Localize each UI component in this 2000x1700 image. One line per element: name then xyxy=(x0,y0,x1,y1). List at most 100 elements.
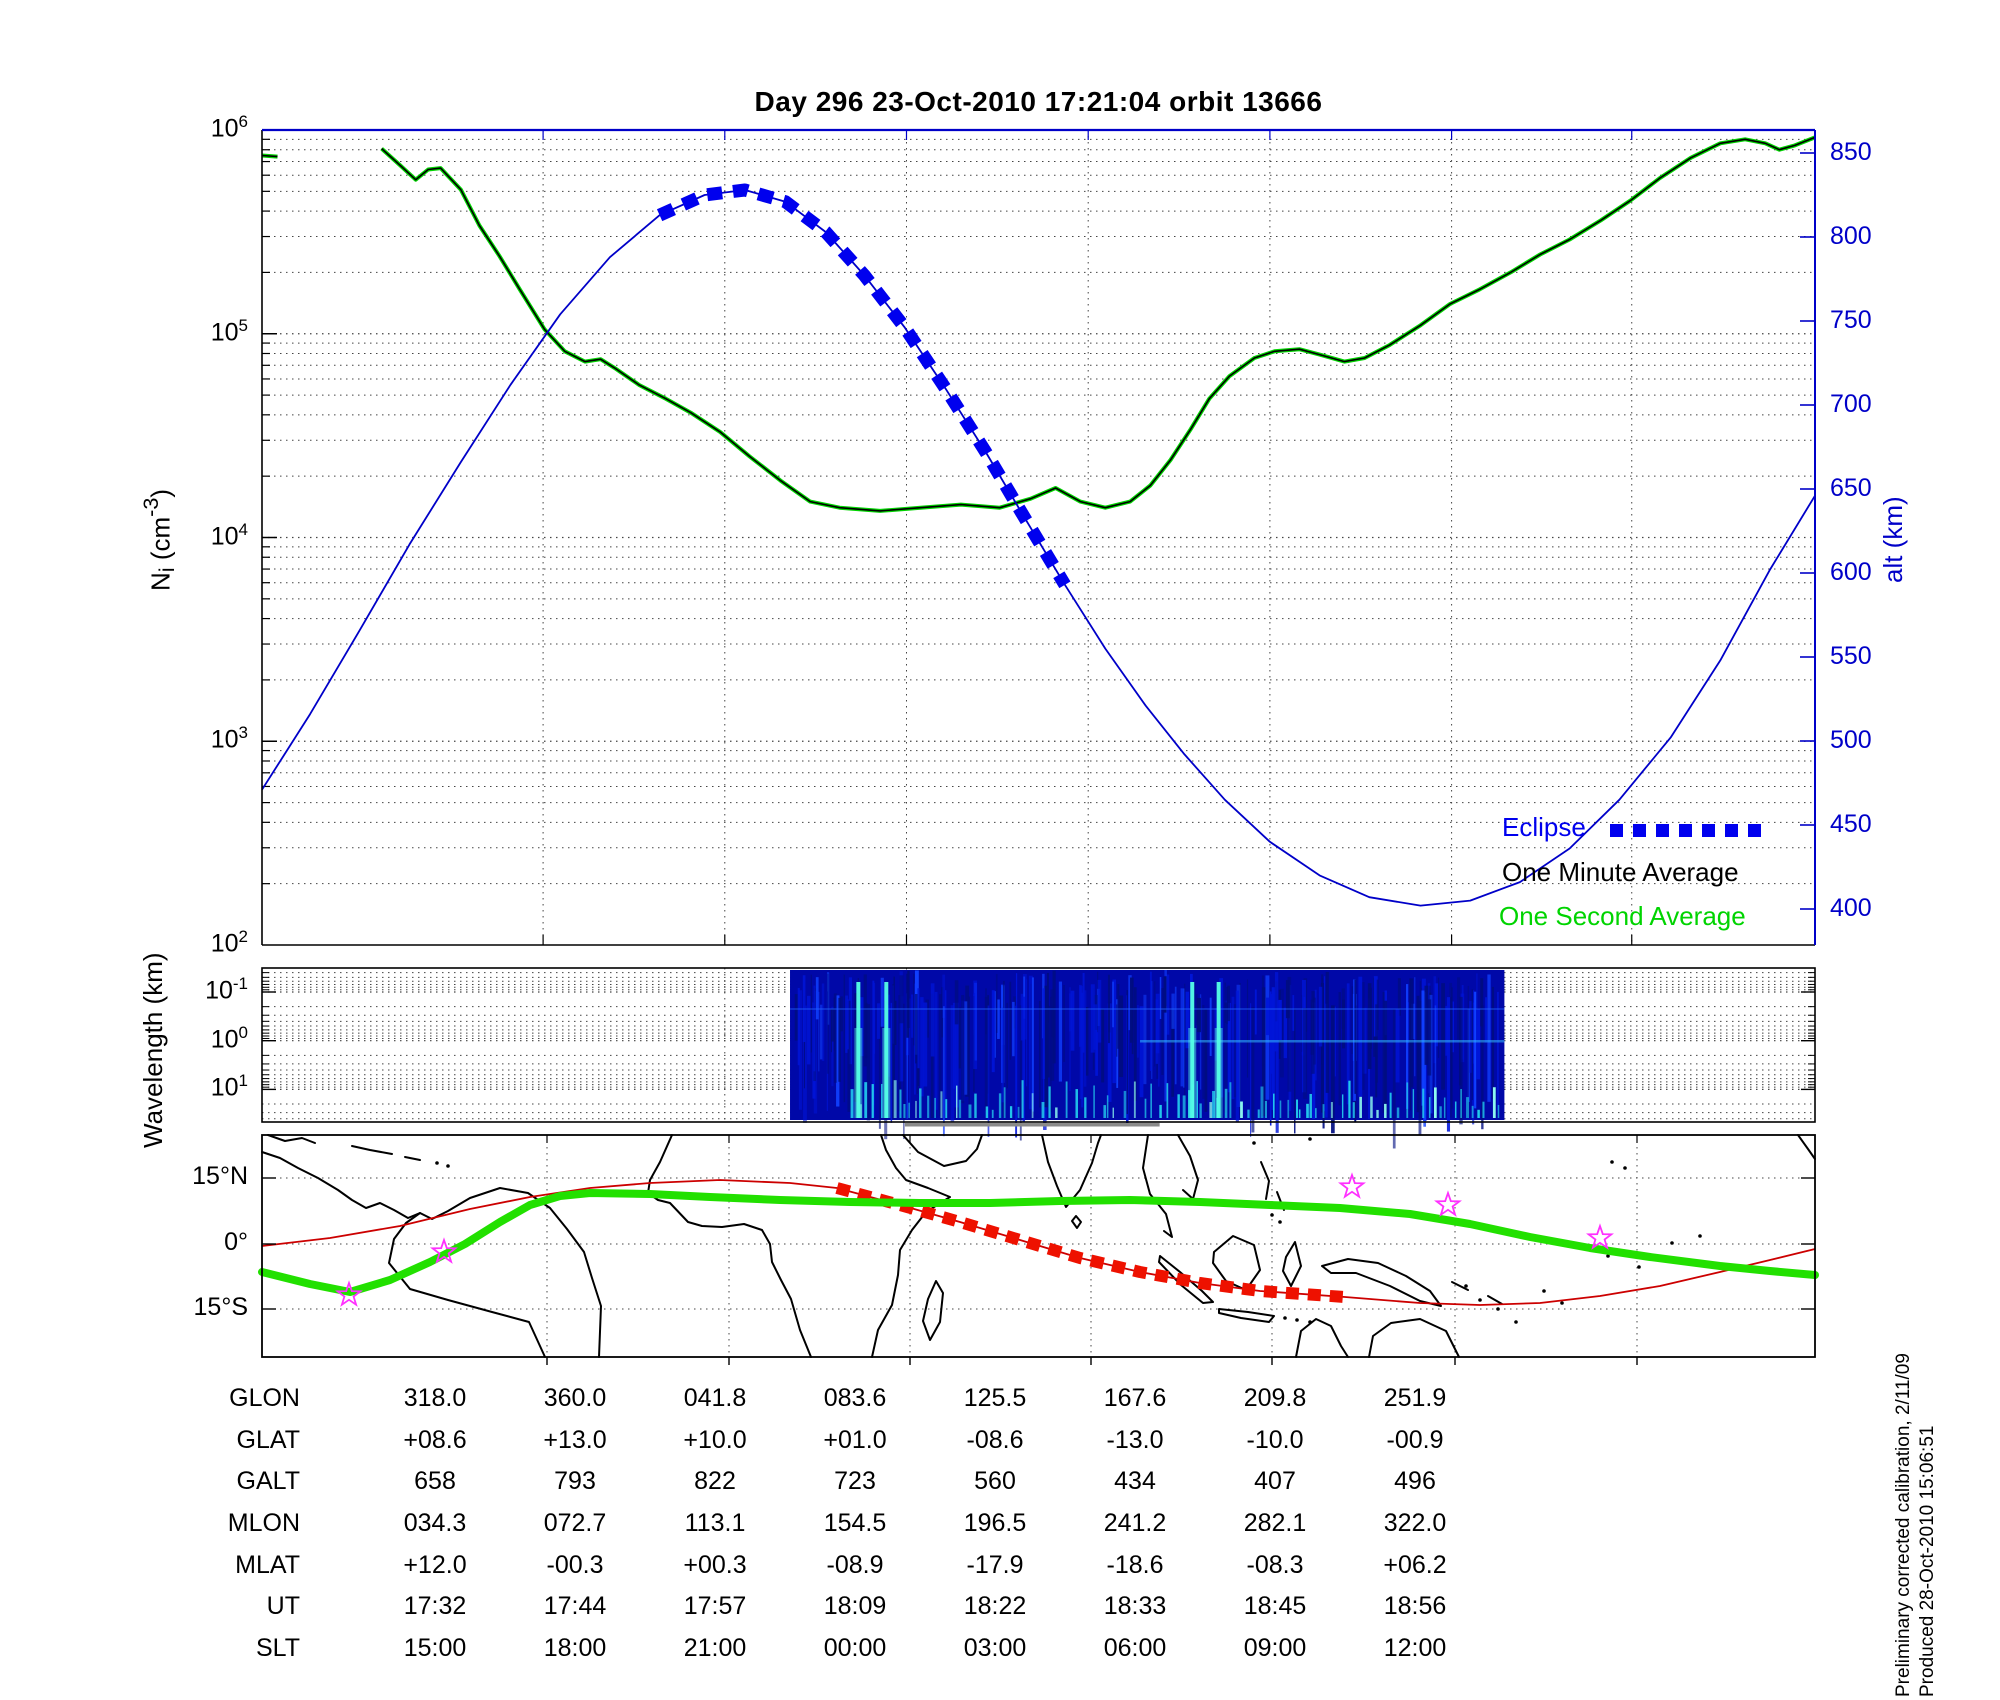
wavelength-tick-label: 100 xyxy=(178,1023,248,1054)
table-cell-glat-3: +01.0 xyxy=(823,1426,887,1454)
table-cell-galt-3: 723 xyxy=(834,1467,876,1495)
table-cell-glat-2: +10.0 xyxy=(683,1426,747,1454)
density-tick-label: 103 xyxy=(178,723,248,754)
table-cell-mlat-4: -17.9 xyxy=(966,1551,1024,1579)
tick-base: 10 xyxy=(210,1073,239,1102)
density-axis-title: Ni (cm-3) xyxy=(138,488,179,592)
tick-exponent: 3 xyxy=(238,723,248,743)
legend-eclipse-swatch xyxy=(1610,824,1762,837)
table-cell-ut-1: 17:44 xyxy=(543,1592,607,1620)
legend-eclipse-label: Eclipse xyxy=(1502,812,1586,842)
legend-minute-avg-label: One Minute Average xyxy=(1502,857,1739,887)
density-axis-sup: -3 xyxy=(138,497,163,517)
page-title: Day 296 23-Oct-2010 17:21:04 orbit 13666 xyxy=(754,86,1323,117)
tick-base: 10 xyxy=(210,725,239,754)
tick-exponent: 4 xyxy=(238,519,248,539)
wavelength-tick-label: 101 xyxy=(178,1071,248,1102)
altitude-tick-label: 700 xyxy=(1830,390,1872,418)
table-cell-slt-5: 06:00 xyxy=(1103,1634,1167,1662)
table-cell-mlon-6: 282.1 xyxy=(1243,1509,1307,1537)
table-row-label-galt: GALT xyxy=(236,1467,300,1495)
event-star-marker xyxy=(1434,1190,1462,1217)
density-tick-label: 105 xyxy=(178,316,248,347)
table-cell-glat-0: +08.6 xyxy=(403,1426,467,1454)
altitude-tick-label: 650 xyxy=(1830,474,1872,502)
altitude-tick-label: 400 xyxy=(1830,894,1872,922)
spectrogram-major-streak xyxy=(884,982,889,1118)
event-star-marker xyxy=(335,1280,363,1307)
table-cell-slt-1: 18:00 xyxy=(543,1634,607,1662)
tick-exponent: 5 xyxy=(238,315,248,335)
table-cell-mlon-4: 196.5 xyxy=(963,1509,1027,1537)
table-cell-galt-1: 793 xyxy=(554,1467,596,1495)
table-cell-slt-6: 09:00 xyxy=(1243,1634,1307,1662)
spectrogram-noise xyxy=(790,970,1505,1149)
table-cell-glon-1: 360.0 xyxy=(543,1384,607,1412)
table-cell-glat-5: -13.0 xyxy=(1106,1426,1164,1454)
table-cell-glat-6: -10.0 xyxy=(1246,1426,1304,1454)
map-lat-tick-label: 0° xyxy=(224,1228,248,1256)
table-cell-galt-7: 496 xyxy=(1394,1467,1436,1495)
table-cell-glat-7: -00.9 xyxy=(1386,1426,1444,1454)
table-row-label-glat: GLAT xyxy=(236,1426,300,1454)
table-row-label-mlon: MLON xyxy=(227,1509,300,1537)
map-eclipse-dashed-segment xyxy=(835,1182,1346,1303)
event-star-marker xyxy=(1338,1172,1366,1199)
table-cell-mlat-7: +06.2 xyxy=(1383,1551,1447,1579)
table-cell-mlat-1: -00.3 xyxy=(546,1551,604,1579)
spectrogram-major-streak xyxy=(1190,982,1195,1118)
table-row-label-ut: UT xyxy=(266,1592,300,1620)
table-cell-mlat-0: +12.0 xyxy=(403,1551,467,1579)
sidebar-produced-note: Produced 28-Oct-2010 15:06:51 xyxy=(1917,1425,1938,1697)
altitude-tick-label: 750 xyxy=(1830,306,1872,334)
table-cell-glon-2: 041.8 xyxy=(683,1384,747,1412)
map-lat-tick-label: 15°N xyxy=(192,1162,248,1190)
middle-panel-border xyxy=(261,967,1816,1123)
tick-exponent: 0 xyxy=(238,1022,248,1042)
table-row-label-mlat: MLAT xyxy=(235,1551,300,1579)
table-cell-glon-0: 318.0 xyxy=(403,1384,467,1412)
tick-exponent: 6 xyxy=(238,112,248,131)
table-row-label-glon: GLON xyxy=(229,1384,300,1412)
table-cell-mlon-5: 241.2 xyxy=(1103,1509,1167,1537)
table-cell-ut-3: 18:09 xyxy=(823,1592,887,1620)
map-lat-tick-label: 15°S xyxy=(193,1293,248,1321)
table-cell-slt-4: 03:00 xyxy=(963,1634,1027,1662)
density-axis-sub: i xyxy=(153,567,179,573)
table-cell-mlat-5: -18.6 xyxy=(1106,1551,1164,1579)
density-altitude-panel xyxy=(261,128,1816,946)
eclipse-dashed-curve xyxy=(656,183,1071,589)
table-cell-glat-1: +13.0 xyxy=(543,1426,607,1454)
altitude-tick-label: 600 xyxy=(1830,558,1872,586)
table-cell-mlat-3: -08.9 xyxy=(826,1551,884,1579)
density-tick-label: 106 xyxy=(178,112,248,143)
legend-second-avg-label: One Second Average xyxy=(1499,901,1746,931)
table-cell-slt-3: 00:00 xyxy=(823,1634,887,1662)
tick-exponent: 2 xyxy=(238,927,248,946)
table-cell-glon-6: 209.8 xyxy=(1243,1384,1307,1412)
table-cell-mlon-7: 322.0 xyxy=(1383,1509,1447,1537)
map-panel-border xyxy=(261,1134,1816,1358)
table-cell-ut-2: 17:57 xyxy=(683,1592,747,1620)
table-cell-mlon-2: 113.1 xyxy=(684,1509,746,1537)
density-tick-label: 104 xyxy=(178,520,248,551)
table-cell-glon-3: 083.6 xyxy=(823,1384,887,1412)
spectrogram-major-streak xyxy=(856,982,861,1118)
table-cell-mlat-2: +00.3 xyxy=(683,1551,747,1579)
burst-indicator-bar xyxy=(904,1123,1160,1127)
one-second-average-curve xyxy=(380,135,1816,513)
table-cell-mlon-0: 034.3 xyxy=(403,1509,467,1537)
table-cell-galt-2: 822 xyxy=(694,1467,736,1495)
altitude-tick-label: 850 xyxy=(1830,138,1872,166)
tick-exponent: -1 xyxy=(232,974,248,993)
table-cell-ut-6: 18:45 xyxy=(1243,1592,1307,1620)
sidebar-calibration-note: Preliminary corrected calibration, 2/11/… xyxy=(1893,1353,1914,1697)
tick-base: 10 xyxy=(205,976,233,1005)
table-cell-slt-0: 15:00 xyxy=(403,1634,467,1662)
table-cell-ut-5: 18:33 xyxy=(1103,1592,1167,1620)
table-row-label-slt: SLT xyxy=(256,1634,300,1662)
altitude-axis-title: alt (km) xyxy=(1878,496,1908,584)
altitude-curve xyxy=(261,189,1816,907)
